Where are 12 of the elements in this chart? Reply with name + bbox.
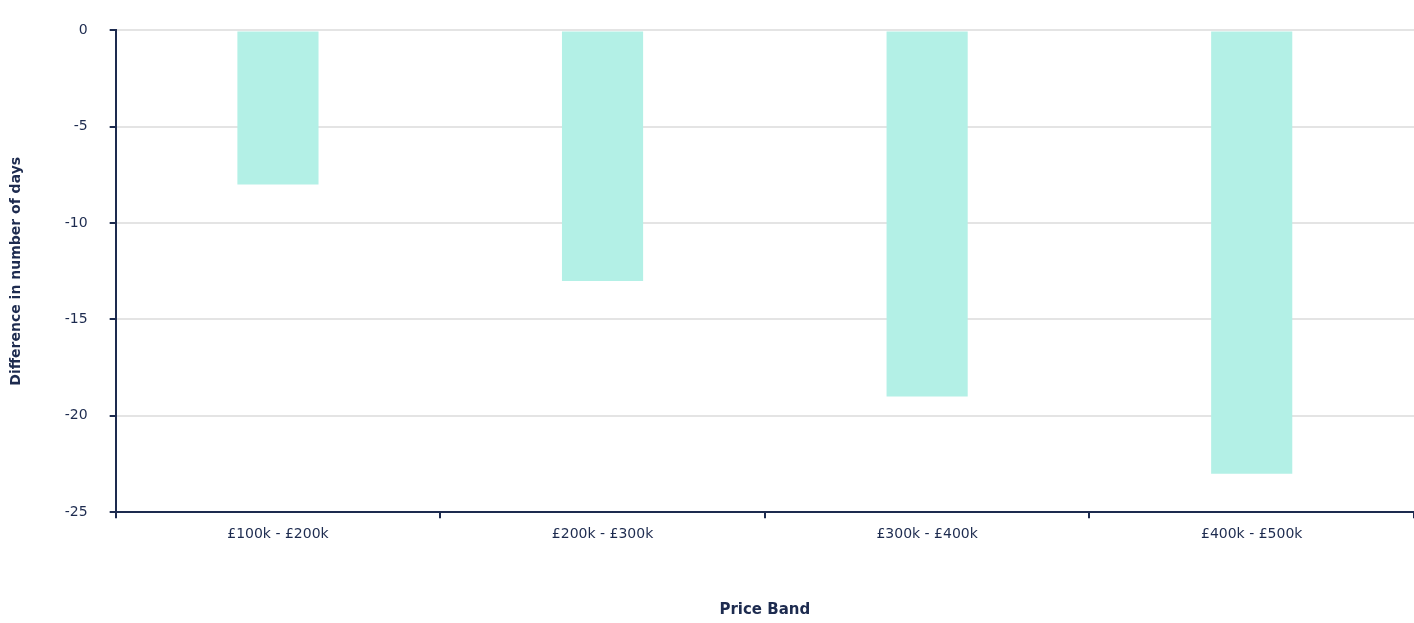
y-tick-label: -15	[64, 310, 88, 327]
y-tick-label: -10	[64, 213, 88, 230]
x-tick-label: £400k - £500k	[1200, 525, 1304, 542]
x-axis-title: Price Band	[719, 599, 811, 618]
y-axis-title: Difference in number of days	[7, 156, 24, 386]
y-tick-label: 0	[78, 21, 88, 38]
x-tick-label: £100k - £200k	[227, 525, 330, 542]
y-tick-label: -25	[64, 502, 88, 519]
x-tick-label: £300k - £400k	[876, 525, 979, 542]
y-tick-label: -5	[73, 117, 88, 134]
x-tick-label: £200k - £300k	[551, 525, 655, 542]
y-tick-label: -20	[64, 406, 88, 423]
